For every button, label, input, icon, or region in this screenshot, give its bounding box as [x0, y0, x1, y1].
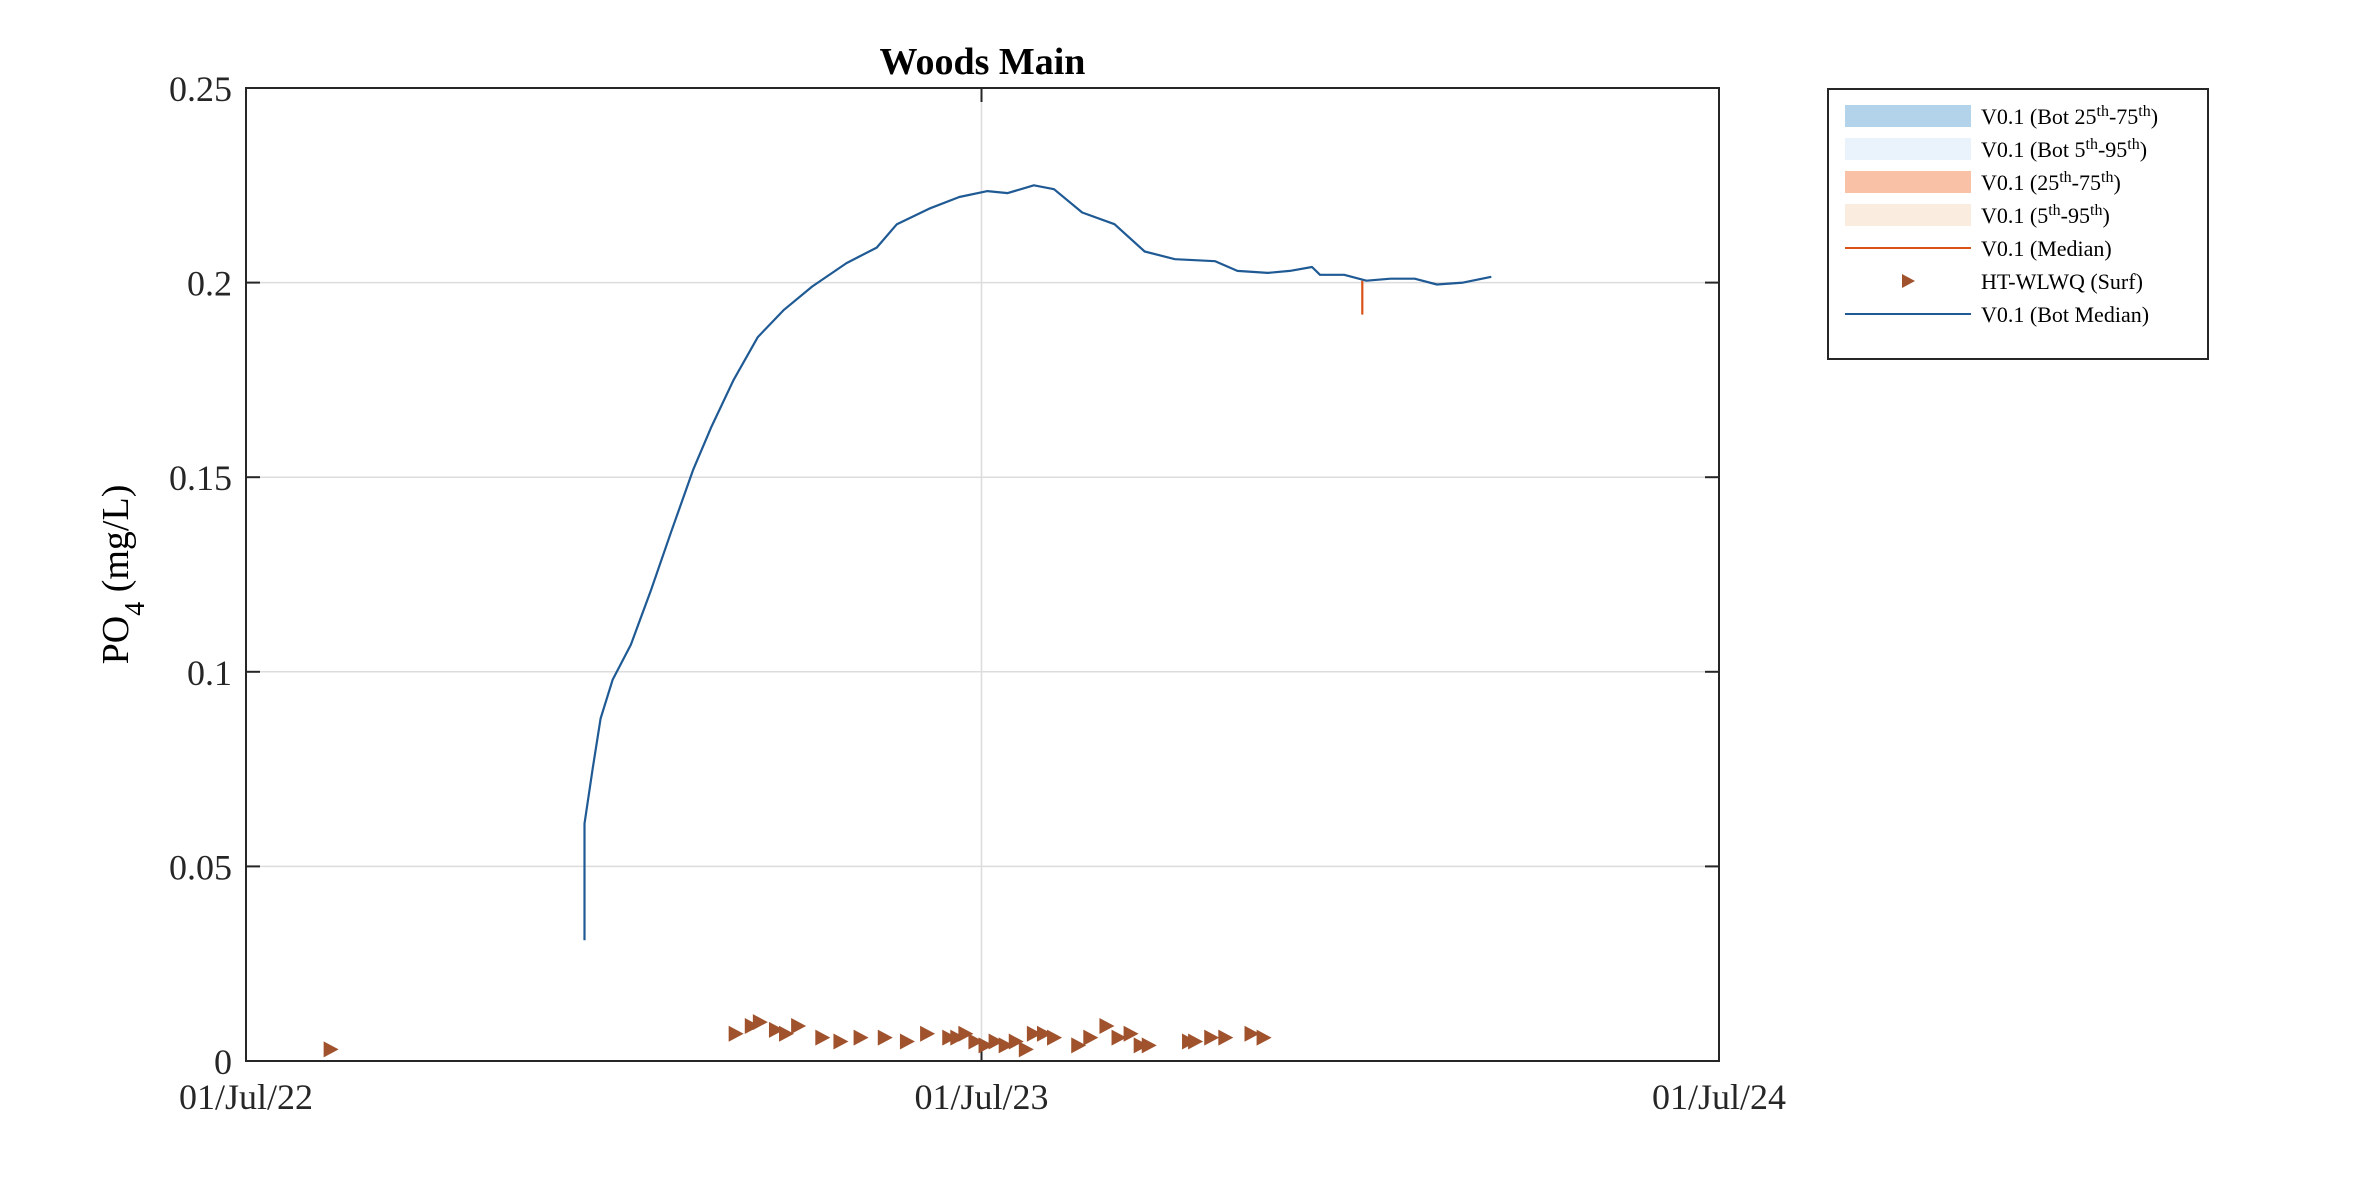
sample-marker: [1099, 1017, 1115, 1034]
sample-marker: [1256, 1029, 1272, 1046]
sample-marker: [1188, 1033, 1204, 1050]
sample-marker: [1008, 1033, 1024, 1050]
sample-marker: [752, 1014, 768, 1031]
sample-marker: [899, 1033, 915, 1050]
sample-marker: [978, 1037, 994, 1054]
sample-marker: [1026, 1025, 1042, 1042]
y-tick-label: 0.05: [169, 847, 232, 887]
sample-marker: [1047, 1029, 1063, 1046]
y-tick-label: 0.2: [187, 264, 232, 304]
sample-marker: [323, 1041, 339, 1058]
sample-marker: [1111, 1029, 1127, 1046]
sample-marker: [1071, 1037, 1087, 1054]
sample-marker: [1244, 1025, 1260, 1042]
legend-swatch: [1845, 138, 1971, 160]
legend-label: V0.1 (Bot 25th-75th): [1981, 103, 2158, 130]
grid-lines: [246, 88, 1719, 1061]
sample-marker: [1123, 1025, 1139, 1042]
sample-markers: [323, 1014, 1272, 1058]
sample-marker: [728, 1025, 744, 1042]
sample-marker: [1133, 1037, 1149, 1054]
y-axis-label: PO4 (mg/L): [95, 485, 151, 665]
sample-marker: [833, 1033, 849, 1050]
y-label-unit: (mg/L): [95, 485, 137, 602]
sample-marker: [1204, 1029, 1220, 1046]
legend: V0.1 (Bot 25th-75th) V0.1 (Bot 5th-95th) V…: [1827, 88, 2209, 360]
sample-marker: [779, 1025, 795, 1042]
sample-marker: [791, 1017, 807, 1034]
legend-swatch: [1902, 274, 1915, 288]
y-label-sub: 4: [120, 602, 151, 616]
legend-swatch: [1845, 105, 1971, 127]
y-tick-label: 0.25: [169, 69, 232, 109]
y-tick-label: 0: [214, 1042, 232, 1082]
y-label-main: PO: [95, 616, 137, 665]
y-tick-label: 0.1: [187, 653, 232, 693]
sample-marker: [1036, 1025, 1052, 1042]
sample-marker: [1018, 1041, 1034, 1058]
legend-swatch: [1845, 204, 1971, 226]
sample-marker: [744, 1017, 760, 1034]
sample-marker: [968, 1033, 984, 1050]
axis-ticks: 0 0.05 0.1 0.15 0.2 0.25 01/Jul/22 01/Jul/23 01/…: [169, 69, 1786, 1117]
sample-marker: [1141, 1037, 1157, 1054]
sample-marker: [1218, 1029, 1234, 1046]
series-line: [583, 184, 1492, 941]
sample-marker: [1083, 1029, 1099, 1046]
plot-area: [245, 87, 1720, 1062]
legend-label: V0.1 (5th-95th): [1981, 202, 2110, 229]
x-tick-label: 01/Jul/24: [1652, 1077, 1786, 1117]
chart-title: Woods Main: [880, 41, 1086, 83]
sample-marker: [942, 1029, 958, 1046]
legend-label: V0.1 (Bot Median): [1981, 302, 2149, 327]
x-tick-label: 01/Jul/23: [914, 1077, 1048, 1117]
sample-marker: [920, 1025, 936, 1042]
sample-marker: [998, 1037, 1014, 1054]
sample-marker: [988, 1033, 1004, 1050]
legend-swatch: [1845, 171, 1971, 193]
legend-label: V0.1 (25th-75th): [1981, 169, 2121, 196]
legend-label: V0.1 (Bot 5th-95th): [1981, 136, 2147, 163]
x-tick-label: 01/Jul/22: [179, 1077, 313, 1117]
sample-marker: [853, 1029, 869, 1046]
y-tick-label: 0.15: [169, 458, 232, 498]
sample-marker: [950, 1029, 966, 1046]
legend-label: V0.1 (Median): [1981, 236, 2112, 261]
sample-marker: [958, 1025, 974, 1042]
sample-marker: [768, 1021, 784, 1038]
sample-marker: [877, 1029, 893, 1046]
legend-label: HT-WLWQ (Surf): [1981, 269, 2143, 294]
sample-marker: [815, 1029, 831, 1046]
series-lines: [583, 184, 1492, 941]
